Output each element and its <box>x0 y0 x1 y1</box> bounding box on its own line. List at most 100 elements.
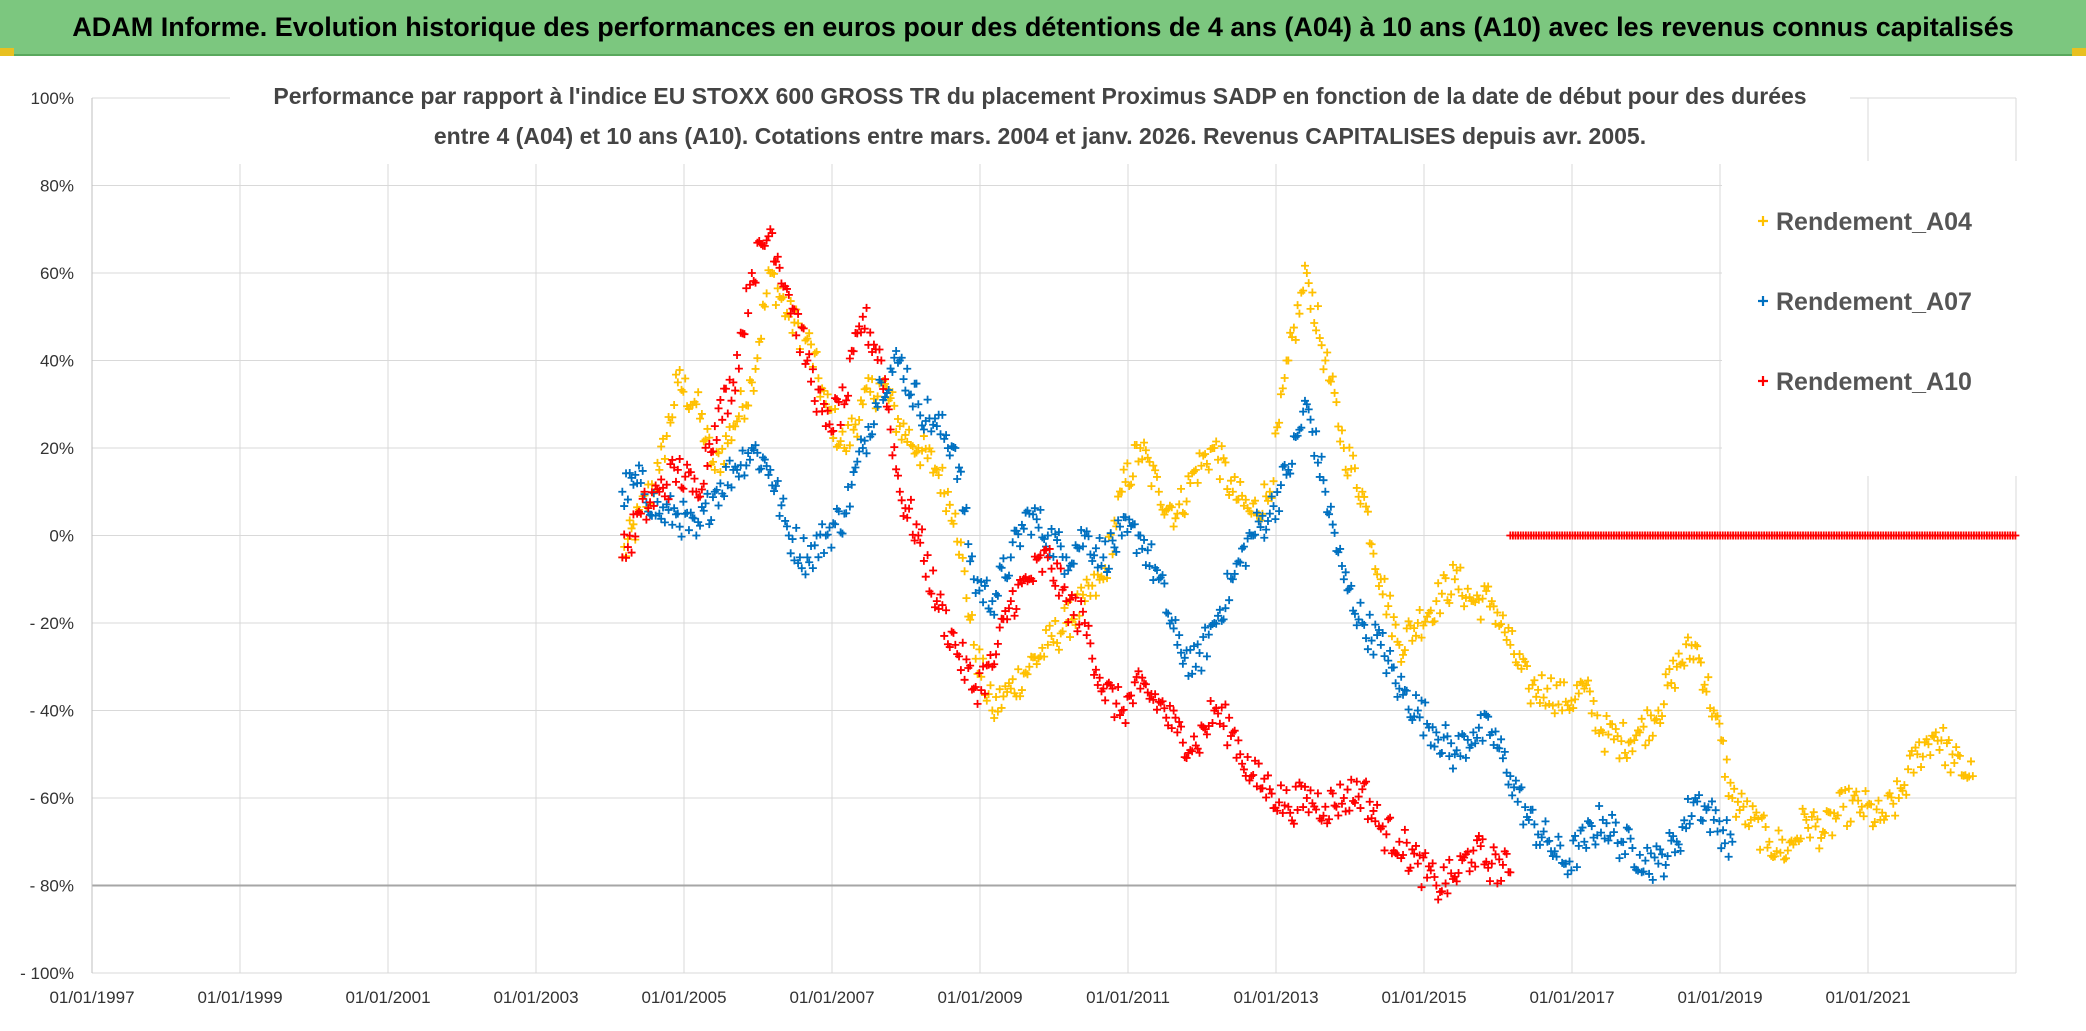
data-point <box>1419 731 1428 740</box>
data-point <box>1646 849 1655 858</box>
data-point <box>1141 680 1150 689</box>
data-point <box>1484 712 1493 721</box>
data-point <box>655 465 664 474</box>
data-point <box>1641 856 1650 865</box>
data-point <box>810 541 819 550</box>
data-point <box>1319 476 1328 485</box>
data-point <box>1064 618 1073 627</box>
data-point <box>934 471 943 480</box>
data-point <box>901 386 910 395</box>
data-point <box>1411 691 1420 700</box>
data-point <box>1178 738 1187 747</box>
data-point <box>703 424 712 433</box>
data-point <box>1854 796 1863 805</box>
data-point <box>1426 866 1435 875</box>
data-point <box>1077 597 1086 606</box>
data-point <box>1112 547 1121 556</box>
data-point <box>1225 713 1234 722</box>
data-point <box>1045 544 1054 553</box>
data-point <box>1258 784 1267 793</box>
data-point <box>816 530 825 539</box>
data-point <box>1413 706 1422 715</box>
data-point <box>1352 483 1361 492</box>
data-point <box>1711 806 1720 815</box>
data-point <box>1652 715 1661 724</box>
data-point <box>897 435 906 444</box>
data-point <box>1584 676 1593 685</box>
data-point <box>884 385 893 394</box>
data-point <box>631 532 640 541</box>
data-point <box>1526 699 1535 708</box>
data-point <box>2011 531 2020 540</box>
data-point <box>1471 862 1480 871</box>
data-point <box>1108 536 1117 545</box>
data-point <box>1199 723 1208 732</box>
data-point <box>1210 444 1219 452</box>
data-point <box>892 427 901 436</box>
data-point <box>1212 437 1221 446</box>
data-point <box>1658 850 1667 859</box>
data-point <box>1833 811 1842 820</box>
data-point <box>1214 709 1223 718</box>
chart-title-background <box>230 64 1850 164</box>
data-point <box>1323 819 1332 828</box>
data-point <box>1585 687 1594 696</box>
data-point <box>1040 652 1049 661</box>
data-point <box>1441 879 1450 888</box>
data-point <box>1622 823 1631 832</box>
data-point <box>1887 793 1896 802</box>
data-point <box>990 714 999 723</box>
data-point <box>938 463 947 472</box>
data-point <box>662 480 671 489</box>
data-point <box>762 462 771 471</box>
data-point <box>1090 670 1099 679</box>
data-point <box>1195 748 1204 757</box>
data-point <box>958 553 967 562</box>
data-point <box>1373 800 1382 809</box>
data-point <box>1806 833 1815 842</box>
data-point <box>953 474 962 483</box>
data-point <box>1271 515 1280 524</box>
data-point <box>1330 528 1339 537</box>
data-point <box>1813 815 1822 824</box>
data-point <box>640 487 649 496</box>
data-point <box>1665 665 1674 674</box>
data-point <box>1228 575 1237 584</box>
data-point <box>1332 802 1341 811</box>
data-point <box>1160 579 1169 588</box>
data-point <box>799 534 808 543</box>
data-point <box>884 405 893 414</box>
data-point <box>1095 534 1104 543</box>
data-point <box>1387 632 1396 641</box>
data-point <box>1717 844 1726 853</box>
x-tick-label: 01/01/2011 <box>1086 988 1170 1007</box>
data-point <box>1676 846 1685 855</box>
data-point <box>1006 597 1015 606</box>
data-point <box>1445 752 1454 761</box>
data-point <box>1547 674 1556 683</box>
data-point <box>1373 570 1382 579</box>
data-point <box>1931 728 1940 737</box>
data-point <box>845 441 854 450</box>
data-point <box>956 666 965 675</box>
data-point <box>792 523 801 532</box>
data-point <box>1399 650 1408 659</box>
data-point <box>1591 840 1600 849</box>
data-point <box>823 406 832 415</box>
data-point <box>733 351 742 359</box>
data-point <box>1473 733 1482 742</box>
data-point <box>1041 626 1050 635</box>
data-point <box>823 390 832 399</box>
data-point <box>1704 803 1713 812</box>
data-point <box>1145 457 1154 466</box>
legend-label: Rendement_A04 <box>1776 208 1972 236</box>
data-point <box>916 411 925 420</box>
data-point <box>623 543 632 552</box>
x-tick-label: 01/01/2007 <box>789 988 874 1007</box>
data-point <box>803 553 812 562</box>
report-title: ADAM Informe. Evolution historique des p… <box>72 11 2014 42</box>
report-banner: ADAM Informe. Evolution historique des p… <box>0 0 2086 56</box>
data-point <box>1341 465 1350 474</box>
data-point <box>927 589 936 598</box>
data-point <box>1430 742 1439 751</box>
